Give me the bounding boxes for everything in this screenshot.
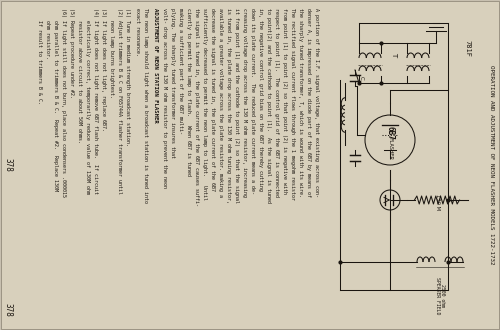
Text: (3) If light does not light, replace 6B7.: (3) If light does not light, replace 6B7… [100, 8, 105, 131]
Text: 6B7: 6B7 [386, 126, 394, 140]
Text: A portion of the I.F. signal voltage, that existing across con-: A portion of the I.F. signal voltage, th… [314, 8, 318, 197]
Text: (6) If light still does not burn, place also condensers .000015: (6) If light still does not burn, place … [60, 8, 66, 197]
Text: available a greater voltage across the plate resistor. making a: available a greater voltage across the p… [218, 8, 222, 197]
Text: electrically correct, temporarily reduce value of 130M ohm: electrically correct, temporarily reduce… [84, 8, 89, 194]
Text: ciently to permit the lamp to flash.   When 6B7 is tuned: ciently to permit the lamp to flash. Whe… [186, 8, 190, 176]
Text: making a sufficient part of the 6B7 multi-: making a sufficient part of the 6B7 mult… [178, 8, 182, 134]
Text: If result to trimmers B & C.: If result to trimmers B & C. [36, 8, 42, 104]
Text: resistor above circuit to about 50M ohms.: resistor above circuit to about 50M ohms… [76, 8, 82, 143]
Text: 781F: 781F [464, 40, 470, 56]
Text: exact resonance.: exact resonance. [134, 8, 140, 56]
Text: respect to point (1).  The control grid of the 6B7 is connected: respect to point (1). The control grid o… [274, 8, 278, 197]
Text: The neon lamp should light when a broadcast station is tuned into: The neon lamp should light when a broadc… [142, 8, 148, 203]
Text: 378: 378 [4, 303, 13, 317]
Text: from point (1) to point (2) so that point (2) is negative with: from point (1) to point (2) so that poin… [282, 8, 286, 194]
Text: OPERATION AND ADJUSTMENT OF NEON FLASHER MODELS 1722-1732: OPERATION AND ADJUSTMENT OF NEON FLASHER… [490, 65, 494, 265]
Text: denser A, is impressed on the diode part of the 6B7 by means of: denser A, is impressed on the diode part… [306, 8, 310, 197]
Text: creasing voltage drop across the 130 M ohm resistor, increasing: creasing voltage drop across the 130 M o… [242, 8, 246, 197]
Text: down its plate current.  The reduced plate current means a de-: down its plate current. The reduced plat… [250, 8, 254, 194]
Text: sufficiently decreased to permit the neon lamp to light.   Until: sufficiently decreased to permit the neo… [202, 8, 206, 200]
Text: the signal is tuned in, the plate current of the 6B7 causes suffi-: the signal is tuned in, the plate curren… [194, 8, 198, 206]
Text: (2) Adjust trimmers B & C on F65744A flasher transformer until: (2) Adjust trimmers B & C on F65744A fla… [116, 8, 121, 194]
Text: 2500 ohm
SPEAKER FIELD: 2500 ohm SPEAKER FIELD [434, 277, 446, 314]
Text: FLASHER: FLASHER [388, 137, 392, 159]
Text: decrease the signal is tuned in, the plate current of the 6B7: decrease the signal is tuned in, the pla… [210, 8, 214, 191]
Text: 378: 378 [4, 158, 13, 172]
Text: (1) Tune in medium strength broadcast station.: (1) Tune in medium strength broadcast st… [124, 8, 130, 146]
Text: it from point (1) and the cathode to point (2) so that the signal: it from point (1) and the cathode to poi… [234, 8, 238, 203]
Text: to point(2) and the cathode to point (1).  As the signal is tuned: to point(2) and the cathode to point (1)… [266, 8, 270, 203]
Text: C: C [359, 76, 364, 80]
Text: T: T [391, 52, 397, 56]
Text: (5) Repeat procedure under #2.: (5) Repeat procedure under #2. [68, 8, 73, 98]
Text: volt- drop across the 130 M ohm resistor to prevent the neon: volt- drop across the 130 M ohm resistor… [162, 8, 166, 188]
Text: neon lamp burns brightest.: neon lamp burns brightest. [108, 8, 114, 98]
Text: ohm resistor.: ohm resistor. [44, 8, 50, 59]
Text: is tuned in, the plate drop across the 130 M ohm tuning resistor,: is tuned in, the plate drop across the 1… [226, 8, 230, 203]
Text: in, the negative control grid bias on the 6B7 thereby cutting: in, the negative control grid bias on th… [258, 8, 262, 191]
Text: (4) If light does not light remove 6B7 flash tube.  If circuit: (4) If light does not light remove 6B7 f… [92, 8, 98, 194]
Text: ohm parallel to trimmers B & C.  Repeat #2.  Replace 130M: ohm parallel to trimmers B & C. Repeat #… [52, 8, 58, 191]
Text: plying. The sharply tuned transformer insures that: plying. The sharply tuned transformer in… [170, 8, 174, 158]
Text: The rectified signal current flows through the 1 megohm resistor: The rectified signal current flows throu… [290, 8, 294, 200]
Text: 130 M: 130 M [434, 194, 440, 210]
Text: ADJUSTMENT OF NEON STATION FLASHER: ADJUSTMENT OF NEON STATION FLASHER [152, 8, 158, 123]
Text: the sharply tuned transformer, T, which is wound with its wire.: the sharply tuned transformer, T, which … [298, 8, 302, 197]
